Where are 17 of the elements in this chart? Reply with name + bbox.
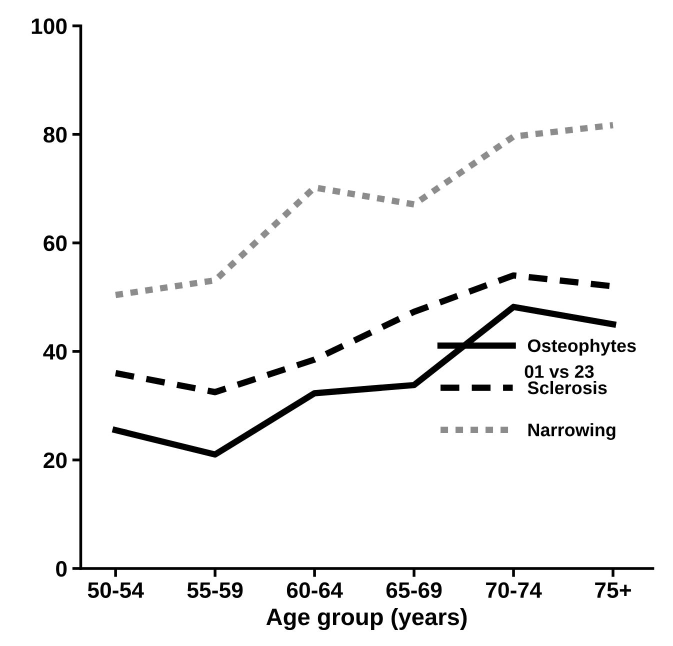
x-tick-label: 75+ [595,582,631,598]
annotation: 01 vs 23 [524,365,594,378]
y-tick-label: 60 [44,235,67,252]
x-tick-label: 65-69 [386,582,442,598]
x-axis-title: Age group (years) [266,608,467,630]
x-tick-label: 60-64 [286,582,343,598]
legend-label: Narrowing [528,423,616,440]
y-tick-label: 0 [56,561,67,577]
legend-label: Sclerosis [528,380,607,394]
x-tick-label: 50-54 [88,582,144,598]
x-tick-label: 70-74 [486,582,542,598]
y-tick-label: 80 [44,126,67,143]
legend-label: Osteophytes [528,338,636,356]
y-tick-label: 100 [32,18,67,34]
x-tick-label: 55-59 [187,582,243,598]
y-tick-label: 20 [44,452,67,468]
y-tick-label: 40 [43,344,67,360]
